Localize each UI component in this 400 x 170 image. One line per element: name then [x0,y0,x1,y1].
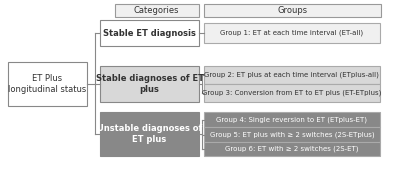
Text: Group 1: ET at each time interval (ET-all): Group 1: ET at each time interval (ET-al… [220,30,364,36]
FancyBboxPatch shape [100,112,199,156]
Text: ET Plus
longitudinal status: ET Plus longitudinal status [8,74,86,94]
FancyBboxPatch shape [204,84,380,102]
Text: Categories: Categories [134,6,180,15]
FancyBboxPatch shape [204,66,380,84]
Text: Group 4: Single reversion to ET (ETplus-ET): Group 4: Single reversion to ET (ETplus-… [216,116,368,123]
FancyBboxPatch shape [8,62,87,106]
Text: Group 6: ET with ≥ 2 switches (2S-ET): Group 6: ET with ≥ 2 switches (2S-ET) [225,146,359,152]
FancyBboxPatch shape [100,20,199,46]
Text: Groups: Groups [277,6,308,15]
FancyBboxPatch shape [114,4,199,17]
Text: Stable ET diagnosis: Stable ET diagnosis [103,29,196,38]
Text: Group 3: Conversion from ET to ET plus (ET-ETplus): Group 3: Conversion from ET to ET plus (… [202,90,382,96]
FancyBboxPatch shape [204,142,380,156]
Text: Group 2: ET plus at each time interval (ETplus-all): Group 2: ET plus at each time interval (… [204,72,379,78]
FancyBboxPatch shape [204,112,380,127]
FancyBboxPatch shape [204,4,381,17]
FancyBboxPatch shape [204,23,380,43]
Text: Group 5: ET plus with ≥ 2 switches (2S-ETplus): Group 5: ET plus with ≥ 2 switches (2S-E… [210,131,374,138]
Text: Stable diagnoses of ET
plus: Stable diagnoses of ET plus [96,74,204,94]
FancyBboxPatch shape [100,66,199,102]
Text: Unstable diagnoses of
ET plus: Unstable diagnoses of ET plus [97,124,202,144]
FancyBboxPatch shape [204,127,380,142]
